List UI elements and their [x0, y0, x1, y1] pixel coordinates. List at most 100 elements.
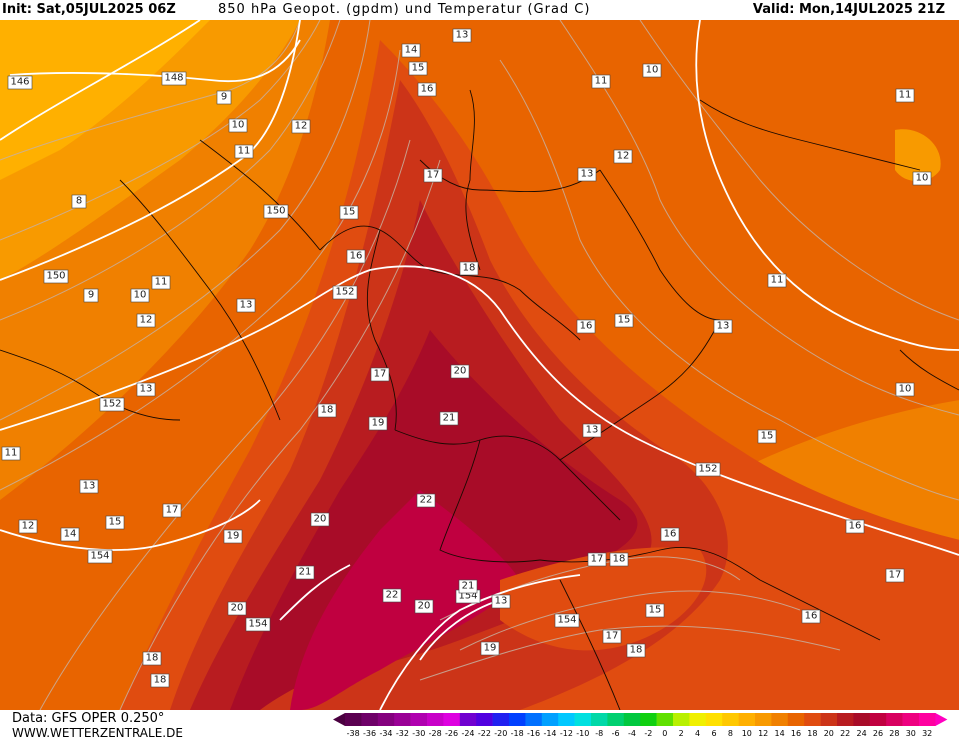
svg-text:17: 17 — [591, 554, 604, 565]
svg-text:14: 14 — [405, 45, 418, 56]
colorbar-swatch — [410, 713, 428, 726]
svg-text:9: 9 — [88, 290, 94, 301]
colorbar-swatch — [656, 713, 674, 726]
colorbar-tick-label: -38 — [347, 729, 360, 738]
data-source: Data: GFS OPER 0.250° — [12, 711, 165, 726]
temperature-label: 14 — [60, 527, 80, 542]
temperature-label: 16 — [660, 527, 680, 542]
temperature-label: 17 — [602, 629, 622, 644]
svg-text:19: 19 — [372, 418, 385, 429]
svg-text:154: 154 — [90, 551, 109, 562]
temperature-label: 13 — [577, 167, 597, 182]
geopotential-label: 148 — [161, 71, 187, 86]
temperature-label: 11 — [151, 275, 171, 290]
map-header: Init: Sat,05JUL2025 06Z 850 hPa Geopot. … — [0, 0, 959, 20]
temperature-label: 17 — [370, 367, 390, 382]
svg-text:13: 13 — [495, 596, 508, 607]
svg-text:21: 21 — [462, 581, 475, 592]
colorbar-swatch — [804, 713, 821, 726]
colorbar-tick-label: -32 — [396, 729, 409, 738]
svg-text:18: 18 — [613, 554, 626, 565]
svg-text:10: 10 — [916, 173, 929, 184]
svg-text:150: 150 — [266, 206, 285, 217]
svg-text:13: 13 — [581, 169, 594, 180]
init-time: Init: Sat,05JUL2025 06Z — [2, 2, 176, 17]
colorbar-swatch — [771, 713, 789, 726]
contour-labels: 146 148 150 150 152 152 152 154 154 154 … — [1, 28, 932, 688]
colorbar-tick-label: 20 — [824, 729, 834, 738]
colorbar-tick-label: -18 — [511, 729, 524, 738]
colorbar-swatch — [623, 713, 641, 726]
temperature-label: 20 — [414, 599, 434, 614]
svg-text:17: 17 — [606, 631, 619, 642]
colorbar-tick-label: 22 — [840, 729, 850, 738]
colorbar-swatch — [853, 713, 871, 726]
temperature-label: 14 — [401, 43, 421, 58]
svg-text:16: 16 — [421, 84, 434, 95]
temperature-label: 18 — [150, 673, 170, 688]
colorbar-swatch — [377, 713, 395, 726]
colorbar-tick-label: -36 — [363, 729, 376, 738]
colorbar-swatch — [722, 713, 739, 726]
colorbar-tick-label: -12 — [560, 729, 573, 738]
svg-text:16: 16 — [580, 321, 593, 332]
svg-text:18: 18 — [154, 675, 167, 686]
colorbar-tick-label: -10 — [576, 729, 589, 738]
temperature-label: 10 — [228, 118, 248, 133]
temperature-label: 15 — [339, 205, 359, 220]
svg-text:148: 148 — [164, 73, 183, 84]
svg-text:146: 146 — [10, 77, 29, 88]
temperature-label: 11 — [895, 88, 915, 103]
colorbar-tick-label: -30 — [412, 729, 425, 738]
svg-text:19: 19 — [484, 643, 497, 654]
temperature-label: 16 — [417, 82, 437, 97]
temperature-label: 21 — [295, 565, 315, 580]
colorbar-swatch — [427, 713, 444, 726]
svg-text:11: 11 — [155, 277, 168, 288]
svg-text:20: 20 — [231, 603, 244, 614]
colorbar-tick-label: -6 — [612, 729, 620, 738]
temperature-label: 11 — [1, 446, 21, 461]
svg-text:10: 10 — [232, 120, 245, 131]
svg-text:12: 12 — [617, 151, 630, 162]
colorbar-tick-label: -4 — [628, 729, 636, 738]
svg-text:17: 17 — [889, 570, 902, 581]
colorbar-tick-label: -2 — [644, 729, 652, 738]
svg-text:13: 13 — [456, 30, 469, 41]
colorbar-swatch — [476, 713, 493, 726]
temperature-label: 20 — [450, 364, 470, 379]
geopotential-label: 154 — [87, 549, 113, 564]
colorbar-tick-label: 0 — [662, 729, 667, 738]
temperature-label: 17 — [423, 168, 443, 183]
colorbar-swatch — [509, 713, 526, 726]
temperature-label: 19 — [223, 529, 243, 544]
svg-text:16: 16 — [664, 529, 677, 540]
temperature-label: 17 — [885, 568, 905, 583]
temperature-label: 21 — [439, 411, 459, 426]
svg-text:18: 18 — [630, 645, 643, 656]
geopotential-label: 152 — [99, 397, 125, 412]
temperature-label: 17 — [162, 503, 182, 518]
map-title: 850 hPa Geopot. (gpdm) und Temperatur (G… — [218, 2, 591, 17]
svg-text:154: 154 — [458, 591, 477, 602]
temperature-label: 12 — [136, 313, 156, 328]
svg-text:154: 154 — [557, 615, 576, 626]
temperature-label: 20 — [227, 601, 247, 616]
colorbar-swatch — [886, 713, 903, 726]
svg-text:152: 152 — [698, 464, 717, 475]
colorbar-swatch — [394, 713, 411, 726]
colorbar-swatch — [902, 713, 920, 726]
svg-text:11: 11 — [899, 90, 912, 101]
temperature-label: 16 — [346, 249, 366, 264]
colorbar-tick-label: 4 — [695, 729, 700, 738]
temperature-label: 22 — [416, 493, 436, 508]
svg-text:20: 20 — [418, 601, 431, 612]
colorbar-swatch — [492, 713, 510, 726]
svg-text:152: 152 — [335, 287, 354, 298]
geopotential-label: 146 — [7, 75, 33, 90]
temperature-label: 13 — [452, 28, 472, 43]
colorbar-swatch — [591, 713, 608, 726]
colorbar-swatch — [640, 713, 657, 726]
colorbar-swatch — [541, 713, 559, 726]
